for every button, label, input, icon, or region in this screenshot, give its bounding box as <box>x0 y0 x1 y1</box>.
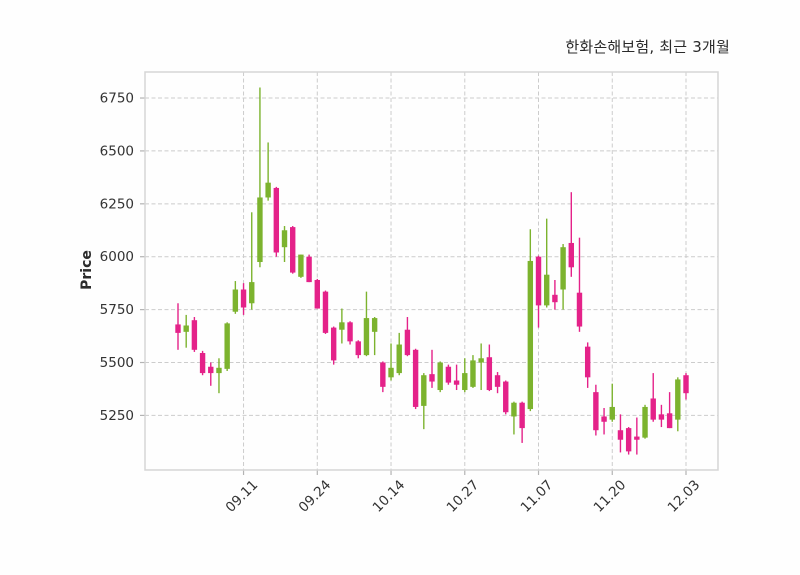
candle-body-down <box>380 362 386 387</box>
candle-body-down <box>355 341 361 356</box>
candle-body-down <box>208 366 214 374</box>
candle-body-down <box>453 380 460 385</box>
y-tick-label: 6250 <box>100 196 134 212</box>
candle-body-up <box>232 289 239 312</box>
candle-body-down <box>568 242 574 268</box>
candle-body-up <box>257 197 263 263</box>
chart-title: 한화손해보험, 최근 3개월 <box>565 38 730 56</box>
y-tick-label: 5500 <box>100 355 134 371</box>
candle-body-up <box>183 325 189 332</box>
candle-body-up <box>421 375 427 406</box>
candle-body-up <box>363 318 370 356</box>
candle-body-down <box>593 392 599 431</box>
y-tick-label: 6750 <box>100 91 134 107</box>
candle-body-down <box>175 324 181 333</box>
candle-body-down <box>625 428 632 452</box>
y-tick-label: 6000 <box>100 249 134 265</box>
candle-body-up <box>642 406 648 438</box>
candle-body-down <box>191 320 198 350</box>
candle-body-up <box>265 182 271 198</box>
candle-body-up <box>470 360 476 387</box>
candle-body-down <box>584 346 591 378</box>
candle-body-down <box>650 398 656 420</box>
y-tick-label: 6500 <box>100 143 134 159</box>
candle-body-up <box>462 373 468 391</box>
candle-body-up <box>511 402 517 417</box>
candle-body-down <box>634 436 640 440</box>
candle-body-down <box>617 430 624 440</box>
y-tick-label: 5250 <box>100 408 134 424</box>
y-axis-label: Price <box>79 250 95 290</box>
candle-body-down <box>601 416 607 422</box>
y-tick-label: 5750 <box>100 302 134 318</box>
candle-body-down <box>519 402 525 429</box>
candle-body-up <box>396 344 402 374</box>
candle-body-down <box>445 366 452 383</box>
candle-body-down <box>314 279 320 309</box>
candle-body-down <box>412 349 419 407</box>
candle-body-down <box>666 413 673 429</box>
candle-body-down <box>273 187 280 253</box>
candle-body-down <box>330 327 337 361</box>
candle-body-down <box>535 256 542 306</box>
candle-body-down <box>404 329 411 356</box>
candle-body-up <box>224 323 230 369</box>
candle-body-up <box>478 358 484 363</box>
candle-body-down <box>683 375 689 394</box>
candle-body-up <box>371 318 378 332</box>
candle-body-up <box>298 254 304 277</box>
candle-body-down <box>199 352 206 374</box>
candle-body-down <box>290 227 296 273</box>
candle-body-down <box>322 291 329 333</box>
candle-body-down <box>347 322 353 342</box>
candle-body-up <box>437 362 443 391</box>
candle-body-up <box>544 274 550 306</box>
candle-body-down <box>658 414 665 420</box>
candle-body-up <box>281 230 288 248</box>
candle-body-down <box>576 292 583 327</box>
candle-body-down <box>306 256 312 283</box>
candle-body-up <box>339 322 345 330</box>
candle-body-down <box>503 381 509 413</box>
candle-body-down <box>429 374 435 382</box>
candle-body-up <box>249 282 255 304</box>
candle-body-up <box>675 379 681 420</box>
candle-body-down <box>494 375 501 387</box>
candle-body-up <box>560 247 566 290</box>
candle-body-up <box>609 406 615 420</box>
candle-body-up <box>216 367 222 374</box>
candle-body-down <box>552 294 558 303</box>
candle-body-down <box>486 357 493 391</box>
plot-border <box>144 71 719 471</box>
candle-body-up <box>388 367 394 378</box>
candle-body-down <box>240 289 247 308</box>
candle-body-up <box>527 260 534 410</box>
